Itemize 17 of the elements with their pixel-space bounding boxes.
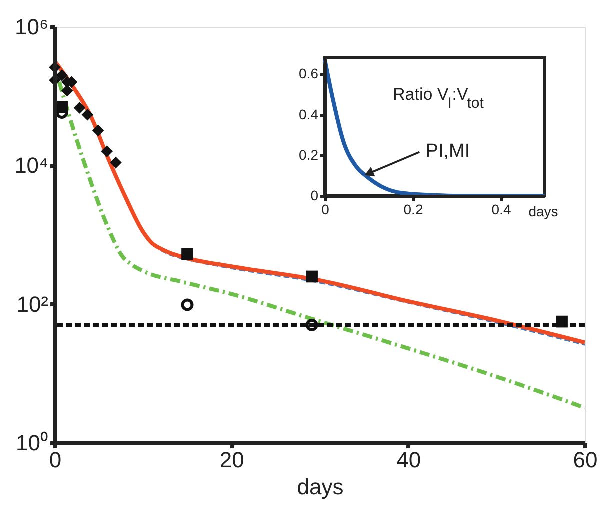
y-tick-label: 10⁶ (14, 14, 48, 40)
x-tick-label: 40 (396, 448, 422, 472)
y-tick-label: 10⁴ (14, 153, 48, 178)
y-tick-label: 10⁰ (16, 430, 48, 456)
x-tick-label: 0.4 (492, 202, 512, 218)
x-axis-title: days (297, 474, 344, 500)
x-tick-label: 60 (573, 448, 598, 472)
y-tick-label: 0.4 (299, 106, 319, 122)
y-tick-label: 0 (310, 188, 319, 204)
y-tick-label: 10² (16, 292, 48, 317)
annotation: PI,MI (426, 140, 470, 162)
y-tick-label: 0.6 (299, 66, 319, 82)
x-tick-label: 0 (322, 202, 330, 218)
y-tick-label: 0.2 (299, 146, 319, 163)
x-axis-title: days (528, 204, 558, 220)
x-tick-label: 0.2 (404, 202, 424, 218)
x-tick-label: 20 (220, 448, 244, 472)
